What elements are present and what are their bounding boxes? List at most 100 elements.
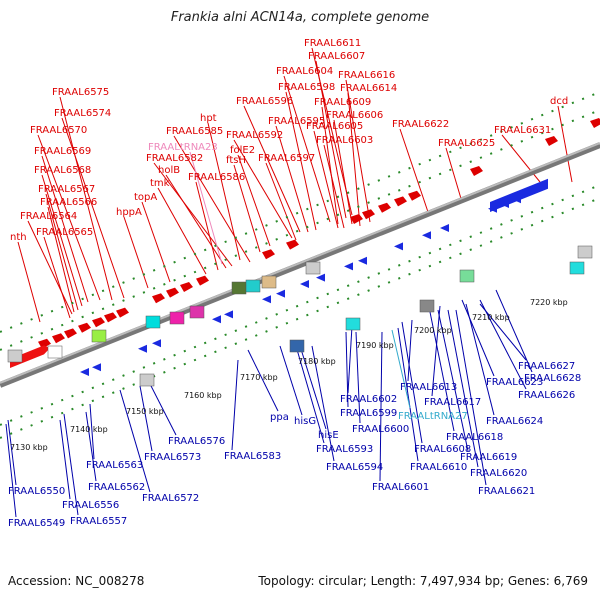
reverse-gene-label[interactable]: FRAAL6557 [70,516,127,527]
gene-block [261,275,277,289]
forward-leader-line [61,117,125,299]
forward-gene-label[interactable]: FRAAL6596 [236,96,293,107]
forward-gene-label[interactable]: FRAAL6614 [340,83,397,94]
forward-gene-label[interactable]: FRAAL6604 [276,66,333,77]
forward-gene-arrow [545,136,558,146]
forward-gene-label[interactable]: tmk [150,178,170,189]
gene-block [289,339,305,353]
reverse-gene-label[interactable]: FRAAL6594 [326,462,383,473]
reverse-gene-arrow [152,339,161,348]
reverse-leader-line [379,331,383,482]
genome-backbone-highlight [0,142,600,384]
forward-gene-label[interactable]: FRAAL6566 [40,197,97,208]
reverse-gene-label[interactable]: FRAAL6550 [8,486,65,497]
forward-gene-label[interactable]: FRAAL6631 [494,125,551,136]
forward-gene-label[interactable]: FRAAL6564 [20,211,77,222]
reverse-leader-line [465,303,495,416]
reverse-gene-block [490,178,548,212]
forward-gene-arrow [286,239,299,250]
reverse-gene-label[interactable]: FRAAL6562 [88,482,145,493]
scale-label: 7190 kbp [356,341,394,350]
forward-gene-label[interactable]: FRAAL6606 [326,110,383,121]
forward-gene-label[interactable]: FRAAL6586 [188,172,245,183]
forward-gene-label[interactable]: FRAAL6582 [146,153,203,164]
reverse-gene-label[interactable]: FRAAL6620 [470,468,527,479]
forward-gene-label[interactable]: topA [134,192,157,203]
forward-gene-label[interactable]: FRAAL6568 [34,165,91,176]
forward-gene-label[interactable]: FRAAL6616 [338,70,395,81]
reverse-trna-label[interactable]: FRAALtRNA27 [398,411,468,422]
reverse-gene-label[interactable]: hisG [294,416,316,427]
forward-leader-line [37,134,101,301]
reverse-leader-line [401,321,423,444]
forward-gene-label[interactable]: FRAAL6569 [34,146,91,157]
forward-gene-label[interactable]: FRAAL6622 [392,119,449,130]
reverse-gene-label[interactable]: FRAAL6576 [168,436,225,447]
reverse-gene-label[interactable]: hisE [318,430,339,441]
forward-gene-label[interactable]: FRAAL6575 [52,87,109,98]
forward-gene-label[interactable]: nth [10,232,27,243]
forward-gene-label[interactable]: folE2 [230,145,255,156]
forward-gene-label[interactable]: ftsH [226,155,246,166]
forward-gene-label[interactable]: FRAAL6609 [314,97,371,108]
reverse-gene-label[interactable]: FRAAL6583 [224,451,281,462]
reverse-gene-label[interactable]: FRAAL6563 [86,460,143,471]
reverse-gene-label[interactable]: FRAAL6573 [144,452,201,463]
reverse-gene-label[interactable]: FRAAL6623 [486,377,543,388]
forward-leader-line [243,105,301,233]
reverse-gene-arrow [358,256,367,265]
reverse-gene-label[interactable]: FRAAL6628 [524,373,581,384]
reverse-gene-label[interactable]: FRAAL6601 [372,482,429,493]
gene-block [145,315,161,329]
forward-gene-label[interactable]: hppA [116,207,142,218]
forward-gene-label[interactable]: holB [158,165,180,176]
reverse-gene-label[interactable]: FRAAL6619 [460,452,517,463]
reverse-gene-label[interactable]: FRAAL6626 [518,390,575,401]
reverse-gene-label[interactable]: FRAAL6600 [352,424,409,435]
reverse-gene-label[interactable]: FRAAL6627 [518,361,575,372]
reverse-gene-label[interactable]: FRAAL6572 [142,493,199,504]
reverse-gene-label[interactable]: FRAAL6613 [400,382,457,393]
reverse-gene-label[interactable]: FRAAL6602 [340,394,397,405]
reverse-gene-label[interactable]: FRAAL6624 [486,416,543,427]
forward-gene-label[interactable]: FRAAL6592 [226,130,283,141]
reverse-gene-label[interactable]: FRAAL6608 [414,444,471,455]
forward-gene-label[interactable]: FRAAL6603 [316,135,373,146]
gene-features [7,118,600,387]
reverse-gene-label[interactable]: FRAAL6556 [62,500,119,511]
forward-leader-line [141,201,171,283]
reverse-gene-label[interactable]: FRAAL6621 [478,486,535,497]
forward-gene-label[interactable]: FRAAL6598 [278,82,335,93]
forward-gene-label[interactable]: FRAAL6574 [54,108,111,119]
forward-gene-label[interactable]: FRAAL6611 [304,38,361,49]
accession-text: Accession: NC_008278 [8,574,145,588]
reverse-leader-line [231,359,239,451]
forward-gene-label[interactable]: FRAAL6565 [36,227,93,238]
reverse-gene-label[interactable]: FRAAL6617 [424,397,481,408]
genome-summary-text: Topology: circular; Length: 7,497,934 bp… [258,574,588,588]
forward-gene-block [10,345,50,368]
reverse-gene-label[interactable]: FRAAL6610 [410,462,467,473]
reverse-gene-arrow [138,344,147,353]
forward-gene-label[interactable]: hpt [200,113,217,124]
reverse-gene-label[interactable]: FRAAL6593 [316,444,373,455]
forward-gene-label[interactable]: FRAAL6625 [438,138,495,149]
reverse-gene-label[interactable]: ppa [270,412,289,423]
forward-leader-line [153,162,233,267]
reverse-gene-arrow [422,231,431,240]
forward-gene-label[interactable]: FRAAL6607 [308,51,365,62]
forward-gene-label[interactable]: FRAAL6585 [166,126,223,137]
reverse-leader-line [147,379,177,436]
reverse-gene-label[interactable]: FRAAL6549 [8,518,65,529]
forward-gene-label[interactable]: FRAAL6595 [268,116,325,127]
reverse-leader-line [431,305,441,397]
reverse-gene-label[interactable]: FRAAL6599 [340,408,397,419]
forward-gene-label[interactable]: dcd [550,96,568,107]
forward-gene-label[interactable]: FRAAL6567 [38,184,95,195]
forward-trna-label[interactable]: FRAALtRNA23 [148,142,218,153]
forward-gene-label[interactable]: FRAAL6597 [258,153,315,164]
forward-gene-label[interactable]: FRAAL6605 [306,121,363,132]
reverse-gene-label[interactable]: FRAAL6618 [446,432,503,443]
forward-gene-arrow [166,287,179,298]
forward-gene-label[interactable]: FRAAL6570 [30,125,87,136]
